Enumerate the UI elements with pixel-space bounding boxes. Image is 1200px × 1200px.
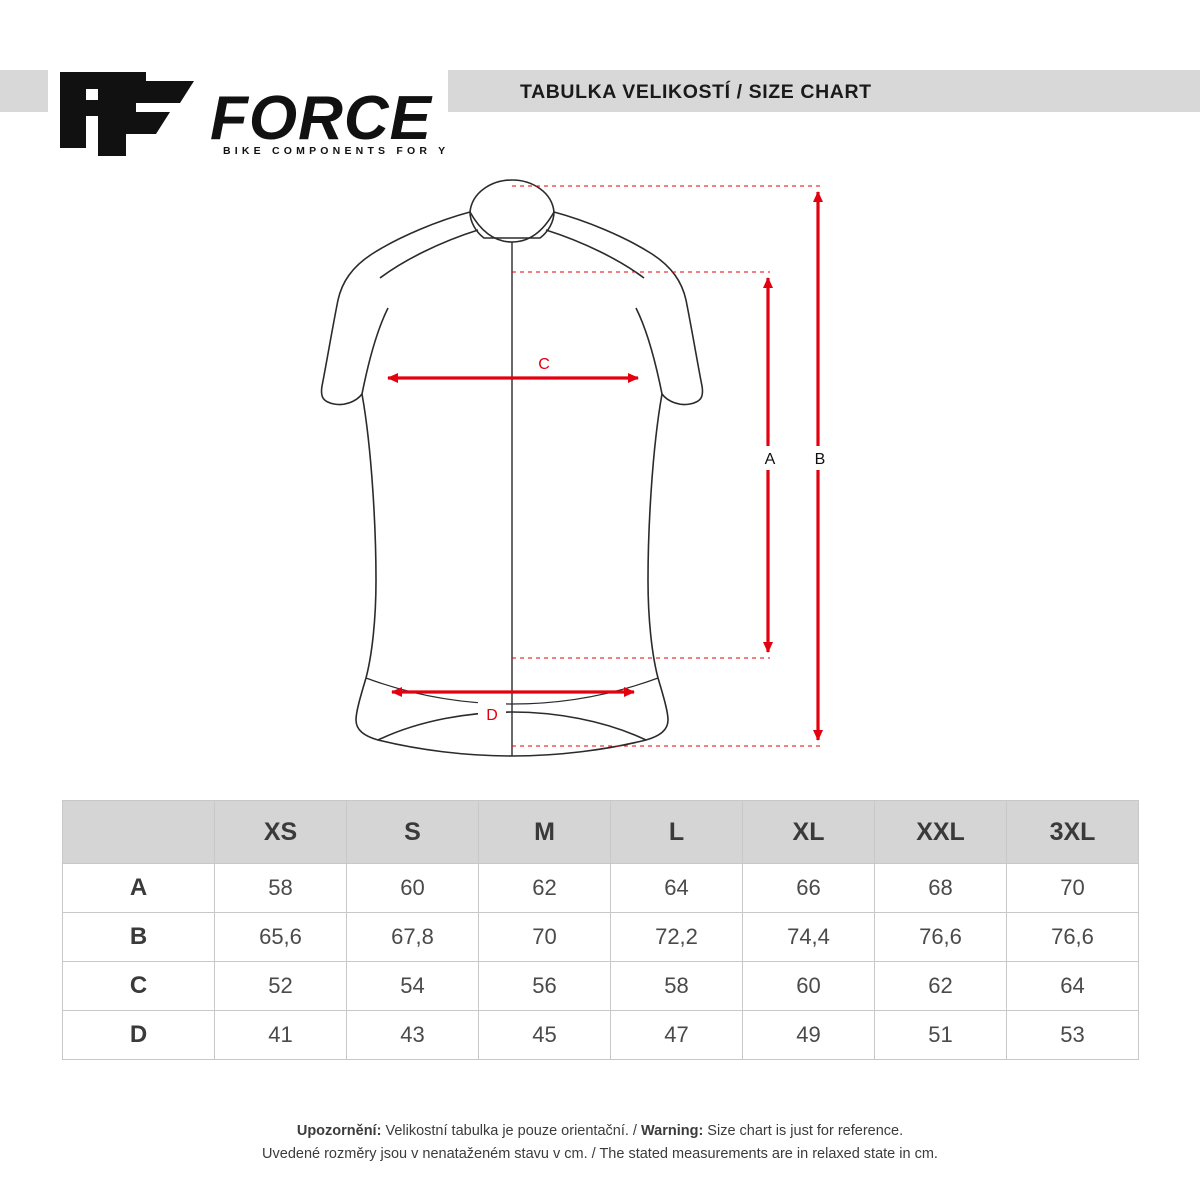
table-corner-cell <box>62 800 215 864</box>
footer-warning-en-label: Warning: <box>640 1123 704 1139</box>
measure-c: C <box>387 350 639 383</box>
cell-c-m: 56 <box>478 961 611 1011</box>
footer-warning-en-text: Size chart is just for reference. <box>703 1123 904 1139</box>
cell-d-xs: 41 <box>214 1010 347 1060</box>
cell-d-m: 45 <box>478 1010 611 1060</box>
cell-a-3xl: 70 <box>1006 863 1139 913</box>
cell-d-s: 43 <box>346 1010 479 1060</box>
measure-d: D <box>391 687 635 726</box>
cell-a-xl: 66 <box>742 863 875 913</box>
footer-warning-cz-text: Velikostní tabulka je pouze orientační. … <box>381 1123 641 1139</box>
size-table-head: XS S M L XL XXL 3XL <box>62 800 1139 864</box>
cell-a-xxl: 68 <box>874 863 1007 913</box>
cell-d-xl: 49 <box>742 1010 875 1060</box>
measure-b: B <box>810 191 830 741</box>
footer-warning-cz-label: Upozornění: <box>296 1123 382 1139</box>
cell-a-s: 60 <box>346 863 479 913</box>
cell-b-s: 67,8 <box>346 912 479 962</box>
measure-label-c: C <box>538 356 550 373</box>
footer-notes: Upozornění: Velikostní tabulka je pouze … <box>0 1120 1200 1166</box>
garment-illustration-svg: C D A B <box>320 179 830 757</box>
cell-c-3xl: 64 <box>1006 961 1139 1011</box>
row-label-d: D <box>62 1010 215 1060</box>
page-header: FORCE BIKE COMPONENTS FOR YOU TABULKA VE… <box>0 56 1200 156</box>
column-header-s: S <box>346 800 479 864</box>
cell-c-xl: 60 <box>742 961 875 1011</box>
force-tagline: BIKE COMPONENTS FOR YOU <box>223 145 448 156</box>
measure-guides <box>512 185 820 747</box>
cell-c-l: 58 <box>610 961 743 1011</box>
column-header-xl: XL <box>742 800 875 864</box>
size-table: XS S M L XL XXL 3XL A 58 60 62 64 66 68 … <box>62 800 1139 1060</box>
column-header-3xl: 3XL <box>1006 800 1139 864</box>
row-label-c: C <box>62 961 215 1011</box>
cell-c-s: 54 <box>346 961 479 1011</box>
table-row: D 41 43 45 47 49 51 53 <box>62 1010 1139 1060</box>
table-header-row: XS S M L XL XXL 3XL <box>62 800 1139 864</box>
cell-b-xl: 74,4 <box>742 912 875 962</box>
force-wordmark: FORCE <box>210 84 433 153</box>
footer-line-2: Uvedené rozměry jsou v nenataženém stavu… <box>262 1146 938 1162</box>
size-table-body: A 58 60 62 64 66 68 70 B 65,6 67,8 70 72… <box>62 863 1139 1060</box>
column-header-m: M <box>478 800 611 864</box>
row-label-a: A <box>62 863 215 913</box>
column-header-l: L <box>610 800 743 864</box>
cell-c-xxl: 62 <box>874 961 1007 1011</box>
cell-b-l: 72,2 <box>610 912 743 962</box>
cell-a-m: 62 <box>478 863 611 913</box>
table-row: A 58 60 62 64 66 68 70 <box>62 863 1139 913</box>
cell-c-xs: 52 <box>214 961 347 1011</box>
cell-a-xs: 58 <box>214 863 347 913</box>
table-row: B 65,6 67,8 70 72,2 74,4 76,6 76,6 <box>62 912 1139 962</box>
measure-a: A <box>760 277 780 653</box>
row-label-b: B <box>62 912 215 962</box>
table-row: C 52 54 56 58 60 62 64 <box>62 961 1139 1011</box>
column-header-xs: XS <box>214 800 347 864</box>
page-title: TABULKA VELIKOSTÍ / SIZE CHART <box>520 81 872 103</box>
measure-label-b: B <box>815 451 826 468</box>
cell-a-l: 64 <box>610 863 743 913</box>
cell-b-xs: 65,6 <box>214 912 347 962</box>
cell-d-3xl: 53 <box>1006 1010 1139 1060</box>
cell-d-xxl: 51 <box>874 1010 1007 1060</box>
vest-outline <box>320 179 704 757</box>
force-logo-svg: FORCE BIKE COMPONENTS FOR YOU <box>60 72 448 156</box>
column-header-xxl: XXL <box>874 800 1007 864</box>
measure-label-a: A <box>765 451 776 468</box>
measure-label-d: D <box>486 707 498 724</box>
garment-illustration: C D A B <box>0 150 1200 790</box>
cell-b-xxl: 76,6 <box>874 912 1007 962</box>
cell-b-3xl: 76,6 <box>1006 912 1139 962</box>
force-logo: FORCE BIKE COMPONENTS FOR YOU <box>48 56 448 156</box>
cell-b-m: 70 <box>478 912 611 962</box>
cell-d-l: 47 <box>610 1010 743 1060</box>
footer-line-1: Upozornění: Velikostní tabulka je pouze … <box>0 1120 1200 1143</box>
